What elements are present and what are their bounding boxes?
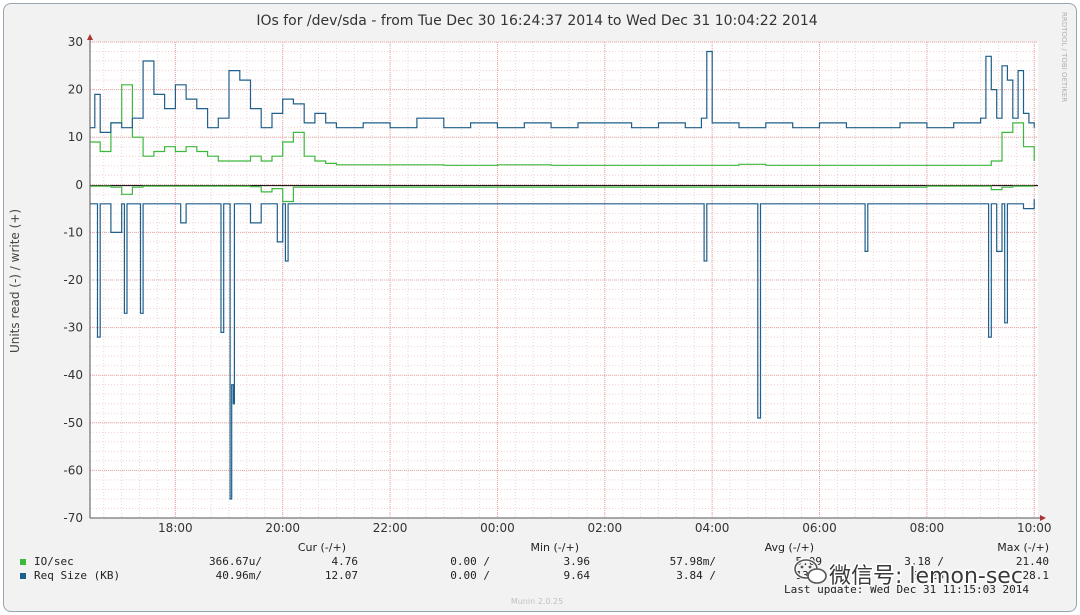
legend-swatch-req — [20, 573, 26, 579]
y-ticks: 30 20 10 0 -10 -20 -30 -40 -50 -60 -70 — [63, 35, 83, 525]
watermark-text: 微信号: lemon-sec — [829, 564, 1023, 589]
munin-graph-frame: IOs for /dev/sda - from Tue Dec 30 16:24… — [3, 3, 1077, 612]
series-line-2 — [89, 50, 1035, 133]
legend-swatch-io — [20, 559, 26, 565]
x-tick-label: 06:00 — [802, 521, 837, 535]
rrdtool-side-label: RRDTOOL / TOBI OETIKER — [1060, 12, 1068, 102]
x-tick-label: 00:00 — [480, 521, 515, 535]
legend-max-w-io: 21.40 — [1016, 555, 1049, 568]
y-tick-label: -70 — [63, 511, 83, 525]
x-tick-label: 02:00 — [588, 521, 623, 535]
legend-name-io: IO/sec — [34, 555, 74, 568]
legend-min-r-req: 0.00 / — [450, 569, 490, 582]
legend-max-r-io: 3.18 / — [904, 555, 944, 568]
legend-max-w-req: 28.1 — [1023, 569, 1050, 582]
legend-avg-r-req: 3.84 / — [676, 569, 716, 582]
x-tick-label: 18:00 — [158, 521, 193, 535]
legend-header-avg: Avg (-/+) — [765, 541, 814, 554]
legend-cur-r-io: 366.67u/ — [209, 555, 262, 568]
series-line-0 — [89, 84, 1035, 166]
y-axis-arrow — [87, 34, 93, 40]
y-tick-label: 10 — [68, 130, 83, 144]
x-tick-label: 04:00 — [695, 521, 730, 535]
y-tick-label: -60 — [63, 463, 83, 477]
legend-min-w-io: 3.96 — [564, 555, 591, 568]
legend-max-r-req: 66.28 — [911, 569, 944, 582]
legend-min-r-io: 0.00 / — [450, 555, 490, 568]
chart-title: IOs for /dev/sda - from Tue Dec 30 16:24… — [256, 13, 817, 29]
y-tick-label: 0 — [75, 178, 83, 192]
y-axis-label: Units read (-) / write (+) — [8, 209, 22, 353]
io-chart: IOs for /dev/sda - from Tue Dec 30 16:24… — [8, 12, 1068, 606]
series-line-3 — [89, 199, 1035, 500]
legend-cur-w-io: 4.76 — [332, 555, 359, 568]
wechat-watermark: 微信号: lemon-sec — [793, 558, 1024, 591]
y-tick-label: -50 — [63, 416, 83, 430]
legend-avg-r-io: 57.98m/ — [670, 555, 716, 568]
series-line-1 — [89, 185, 1035, 203]
legend-min-w-req: 9.64 — [564, 569, 591, 582]
grid — [90, 41, 1038, 519]
legend-header-min: Min (-/+) — [531, 541, 580, 554]
legend-cur-r-req: 40.96m/ — [216, 569, 262, 582]
x-tick-label: 20:00 — [265, 521, 300, 535]
legend-header-max: Max (-/+) — [997, 541, 1049, 554]
legend-cur-w-req: 12.07 — [325, 569, 358, 582]
y-tick-label: 20 — [68, 83, 83, 97]
y-tick-label: -10 — [63, 225, 83, 239]
wechat-icon — [793, 558, 827, 584]
x-axis-arrow — [1040, 515, 1046, 521]
legend-header-cur: Cur (-/+) — [298, 541, 346, 554]
munin-footer: Munin 2.0.25 — [511, 597, 563, 606]
x-tick-label: 22:00 — [373, 521, 408, 535]
last-update: Last update: Wed Dec 31 11:15:03 2014 — [784, 583, 1029, 596]
legend: Cur (-/+) Min (-/+) Avg (-/+) Max (-/+) … — [20, 541, 1049, 596]
x-tick-label: 10:00 — [1017, 521, 1052, 535]
series-group — [89, 50, 1035, 500]
x-ticks: 18:00 20:00 22:00 00:00 02:00 04:00 06:00 08:00… — [158, 521, 1051, 535]
y-tick-label: -20 — [63, 273, 83, 287]
x-tick-label: 08:00 — [910, 521, 945, 535]
y-tick-label: 30 — [68, 35, 83, 49]
y-tick-label: -30 — [63, 321, 83, 335]
legend-name-req: Req Size (KB) — [34, 569, 120, 582]
y-tick-label: -40 — [63, 368, 83, 382]
